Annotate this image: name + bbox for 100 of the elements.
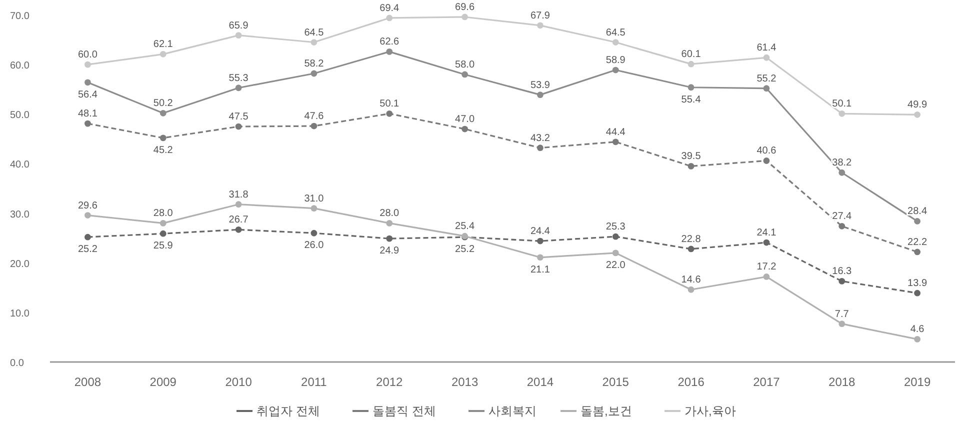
point — [84, 79, 91, 86]
point — [462, 14, 468, 20]
point — [160, 220, 166, 226]
x-tick-label: 2009 — [150, 375, 177, 389]
point — [462, 126, 468, 132]
legend-label: 사회복지 — [488, 404, 536, 418]
point — [914, 336, 920, 342]
legend-label: 취업자 전체 — [256, 404, 320, 418]
point — [763, 274, 770, 280]
point — [914, 218, 920, 224]
data-label: 58.9 — [606, 55, 626, 66]
point — [160, 110, 166, 116]
point — [914, 111, 920, 118]
x-tick-label: 2017 — [753, 375, 780, 389]
data-label: 28.4 — [908, 206, 928, 218]
x-tick-label: 2013 — [451, 375, 478, 389]
data-label: 25.2 — [455, 244, 475, 256]
y-tick-label: 20.0 — [10, 258, 30, 270]
x-tick-label: 2018 — [828, 375, 856, 389]
data-label: 47.6 — [304, 111, 324, 122]
point — [537, 254, 544, 261]
x-tick-label: 2016 — [678, 375, 705, 389]
data-label: 58.0 — [455, 59, 475, 70]
data-label: 31.0 — [304, 193, 324, 204]
point — [235, 32, 242, 39]
point — [838, 169, 846, 176]
point — [612, 66, 619, 74]
point — [386, 110, 393, 117]
point — [235, 84, 242, 92]
point — [235, 226, 242, 233]
data-label: 27.4 — [832, 211, 852, 222]
data-label: 21.1 — [530, 264, 550, 276]
data-label: 60.1 — [681, 49, 702, 60]
point — [84, 212, 91, 218]
x-tick-label: 2011 — [301, 375, 328, 389]
data-label: 17.2 — [756, 262, 777, 273]
data-label: 43.2 — [530, 132, 550, 144]
data-label: 60.0 — [78, 50, 98, 61]
data-label: 29.6 — [78, 200, 98, 212]
x-tick-label: 2010 — [225, 375, 252, 389]
data-label: 22.0 — [606, 260, 626, 271]
point — [84, 234, 91, 240]
data-label: 49.9 — [908, 100, 928, 111]
point — [688, 246, 694, 252]
data-label: 47.0 — [455, 114, 475, 126]
data-label: 7.7 — [834, 308, 850, 320]
x-tick-label: 2012 — [376, 375, 404, 389]
point — [462, 71, 468, 78]
data-label: 25.2 — [78, 244, 98, 256]
point — [235, 201, 242, 208]
x-tick-label: 2014 — [526, 375, 554, 389]
data-label: 13.9 — [908, 278, 928, 290]
point — [688, 84, 694, 91]
point — [84, 61, 91, 68]
x-tick-label: 2015 — [602, 375, 630, 389]
data-label: 22.8 — [681, 234, 702, 245]
point — [838, 222, 846, 230]
data-label: 25.9 — [153, 240, 174, 252]
point — [310, 39, 318, 46]
legend-label: 돌봄직 전체 — [372, 404, 436, 418]
data-label: 28.0 — [380, 208, 400, 220]
data-label: 31.8 — [228, 189, 249, 200]
data-label: 64.5 — [304, 27, 324, 38]
data-label: 16.3 — [832, 266, 852, 278]
data-label: 55.2 — [756, 73, 777, 84]
data-label: 55.4 — [681, 94, 702, 106]
data-label: 50.1 — [380, 98, 400, 110]
point — [688, 60, 694, 68]
data-label: 22.2 — [908, 236, 928, 248]
y-tick-label: 70.0 — [10, 11, 30, 22]
data-label: 25.3 — [606, 222, 626, 233]
y-tick-label: 40.0 — [10, 160, 30, 171]
point — [763, 239, 770, 246]
point — [914, 290, 920, 296]
data-label: 4.6 — [910, 324, 925, 336]
point — [84, 120, 91, 127]
x-tick-label: 2008 — [74, 375, 102, 389]
y-tick-label: 60.0 — [10, 60, 30, 72]
legend-label: 돌봄,보건 — [580, 404, 632, 418]
data-label: 62.1 — [153, 39, 174, 50]
point — [838, 278, 846, 284]
point — [537, 22, 544, 29]
y-tick-label: 0.0 — [10, 358, 24, 369]
point — [838, 320, 846, 328]
point — [763, 85, 770, 92]
data-label: 61.4 — [756, 42, 777, 54]
data-label: 25.4 — [455, 221, 475, 232]
point — [688, 286, 694, 293]
data-label: 48.1 — [78, 108, 98, 120]
data-label: 24.4 — [530, 226, 550, 238]
point — [688, 162, 694, 170]
data-label: 50.2 — [153, 98, 174, 110]
point — [612, 39, 619, 46]
data-label: 56.4 — [78, 89, 98, 100]
point — [310, 70, 318, 77]
data-label: 64.5 — [606, 27, 626, 38]
data-label: 44.4 — [606, 126, 626, 138]
data-label: 69.4 — [380, 2, 400, 14]
point — [386, 235, 393, 242]
data-label: 24.9 — [380, 246, 400, 257]
